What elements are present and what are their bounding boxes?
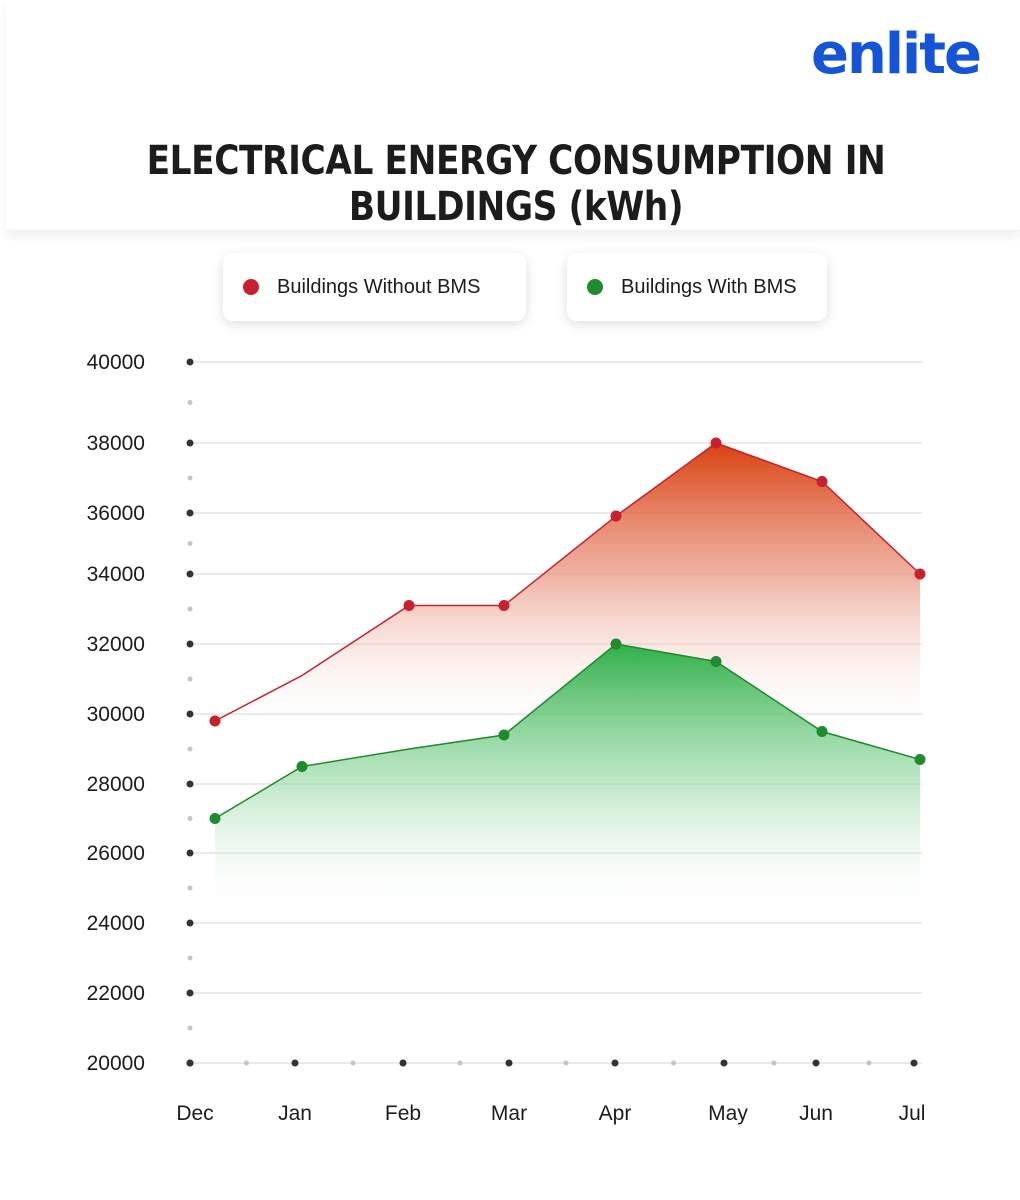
chart-title: ELECTRICAL ENERGY CONSUMPTION IN BUILDIN… xyxy=(146,138,886,230)
x-axis-minor-dot xyxy=(866,1060,872,1066)
y-tick-label-20000: 20000 xyxy=(87,1052,145,1075)
legend-item-with-bms[interactable]: Buildings With BMS xyxy=(567,253,827,321)
point-with-bms-apr[interactable] xyxy=(610,638,622,650)
y-axis-dot xyxy=(186,849,194,857)
y-tick-label-32000: 32000 xyxy=(87,633,145,656)
y-axis-dot xyxy=(186,919,194,927)
area-with-bms xyxy=(215,644,920,916)
legend-label-without-bms: Buildings Without BMS xyxy=(277,275,481,298)
y-tick-label-34000: 34000 xyxy=(87,563,145,586)
area-without-bms xyxy=(215,443,920,735)
point-without-bms-jun[interactable] xyxy=(816,476,828,487)
y-tick-label-22000: 22000 xyxy=(87,982,145,1005)
y-axis-minor-dot xyxy=(187,676,193,682)
point-without-bms-dec[interactable] xyxy=(209,715,221,727)
y-tick-label-40000: 40000 xyxy=(87,351,145,374)
point-without-bms-mar[interactable] xyxy=(498,600,510,611)
legend-dot-red xyxy=(243,279,259,295)
x-axis-minor-dot xyxy=(563,1060,569,1066)
y-tick-label-26000: 26000 xyxy=(87,842,145,865)
x-axis-dot xyxy=(399,1059,407,1067)
x-tick-label-mar: Mar xyxy=(491,1102,527,1125)
point-without-bms-feb[interactable] xyxy=(403,600,415,611)
enlite-logo: enlite xyxy=(811,22,982,87)
point-with-bms-may[interactable] xyxy=(710,656,722,667)
x-axis-minor-dot xyxy=(671,1060,676,1066)
y-axis-minor-dot xyxy=(187,885,193,891)
x-tick-label-jun: Jun xyxy=(799,1102,833,1125)
x-axis-dot xyxy=(186,1059,194,1067)
y-axis-minor-dot xyxy=(187,400,193,405)
y-axis-dot xyxy=(186,640,194,648)
x-tick-label-dec: Dec xyxy=(176,1102,213,1125)
x-axis-dot xyxy=(611,1059,619,1067)
x-tick-label-may: May xyxy=(708,1102,748,1125)
point-with-bms-jul[interactable] xyxy=(914,754,926,765)
point-without-bms-apr[interactable] xyxy=(610,510,622,522)
y-axis-minor-dot xyxy=(187,1025,193,1031)
x-axis-dot xyxy=(910,1059,918,1067)
x-axis-dot xyxy=(505,1059,513,1067)
x-axis-dot xyxy=(812,1059,820,1067)
legend-item-without-bms[interactable]: Buildings Without BMS xyxy=(223,253,526,321)
y-axis-minor-dot xyxy=(187,955,193,961)
y-tick-label-36000: 36000 xyxy=(87,502,145,525)
y-axis-dot xyxy=(186,989,194,997)
x-axis-minor-dot xyxy=(244,1060,249,1066)
y-tick-label-28000: 28000 xyxy=(87,773,145,796)
point-with-bms-jan[interactable] xyxy=(296,761,308,772)
x-axis-dot xyxy=(291,1059,299,1067)
line-with-bms xyxy=(214,643,921,820)
legend-label-with-bms: Buildings With BMS xyxy=(621,275,797,298)
x-axis-minor-dot xyxy=(457,1060,463,1066)
x-tick-label-jan: Jan xyxy=(278,1102,312,1125)
point-with-bms-mar[interactable] xyxy=(498,729,510,741)
line-without-bms xyxy=(214,442,921,722)
y-axis-minor-dot xyxy=(187,816,193,821)
y-axis-dot xyxy=(186,710,194,718)
x-tick-label-feb: Feb xyxy=(385,1102,421,1125)
x-tick-label-jul: Jul xyxy=(899,1102,926,1125)
y-tick-label-24000: 24000 xyxy=(87,912,145,935)
point-with-bms-jun[interactable] xyxy=(816,726,828,737)
x-tick-label-apr: Apr xyxy=(599,1102,632,1125)
x-axis-minor-dot xyxy=(350,1060,356,1066)
y-tick-label-30000: 30000 xyxy=(87,703,145,726)
y-axis-dot xyxy=(186,358,194,366)
x-axis-dot xyxy=(720,1059,728,1067)
x-axis-minor-dot xyxy=(771,1060,777,1066)
chart-header: enlite ELECTRICAL ENERGY CONSUMPTION IN … xyxy=(6,0,1020,231)
y-axis-dot xyxy=(186,439,194,447)
y-axis-minor-dot xyxy=(187,746,193,752)
point-without-bms-may[interactable] xyxy=(710,437,722,449)
y-axis-minor-dot xyxy=(187,475,193,481)
y-axis-minor-dot xyxy=(187,541,193,546)
y-axis-dot xyxy=(186,509,194,517)
y-tick-label-38000: 38000 xyxy=(87,432,145,455)
point-with-bms-dec[interactable] xyxy=(209,813,221,824)
point-without-bms-jul[interactable] xyxy=(914,568,926,580)
y-axis-dot xyxy=(186,570,194,578)
legend-dot-green xyxy=(587,279,603,295)
y-axis-minor-dot xyxy=(187,606,193,612)
y-axis-dot xyxy=(186,780,194,788)
